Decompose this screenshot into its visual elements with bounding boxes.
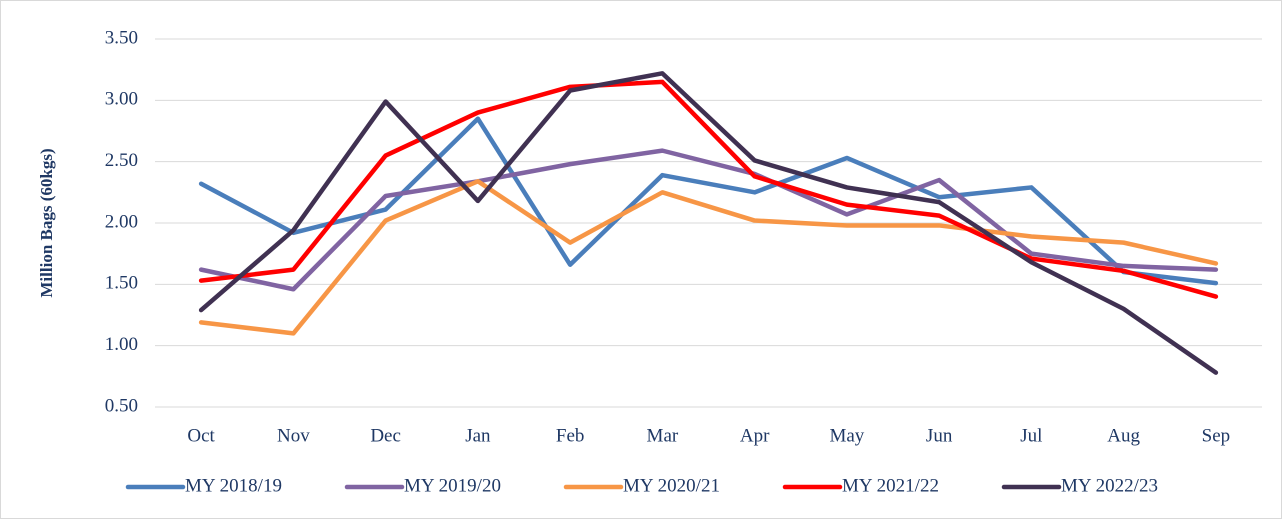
- line-series: [198, 79, 1219, 299]
- legend-label: MY 2022/23: [1061, 475, 1158, 496]
- x-tick-label: May: [829, 425, 864, 446]
- y-tick-label: 1.50: [105, 273, 138, 294]
- x-tick-label: Aug: [1107, 425, 1140, 446]
- x-tick-label: Apr: [740, 425, 770, 446]
- x-tick-label: Jun: [926, 425, 953, 446]
- x-tick-label: Mar: [647, 425, 679, 446]
- y-tick-label: 0.50: [105, 395, 138, 416]
- x-tick-label: Oct: [187, 425, 215, 446]
- y-tick-label: 1.00: [105, 334, 138, 355]
- y-tick-label: 3.50: [105, 27, 138, 48]
- x-tick-label: Jan: [465, 425, 491, 446]
- x-tick-label: Sep: [1202, 425, 1231, 446]
- legend-label: MY 2019/20: [404, 475, 501, 496]
- line-series: [198, 71, 1219, 375]
- line-series: [198, 148, 1219, 292]
- line-series: [198, 179, 1219, 336]
- x-tick-label: Nov: [277, 425, 310, 446]
- x-tick-label: Jul: [1020, 425, 1042, 446]
- legend-label: MY 2020/21: [623, 475, 720, 496]
- x-tick-label: Dec: [370, 425, 401, 446]
- y-tick-label: 2.50: [105, 150, 138, 171]
- y-axis-label: Million Bags (60kgs): [37, 148, 56, 297]
- y-tick-label: 3.00: [105, 89, 138, 110]
- legend-label: MY 2018/19: [185, 475, 282, 496]
- y-tick-label: 2.00: [105, 211, 138, 232]
- x-tick-label: Feb: [556, 425, 585, 446]
- legend-label: MY 2021/22: [842, 475, 939, 496]
